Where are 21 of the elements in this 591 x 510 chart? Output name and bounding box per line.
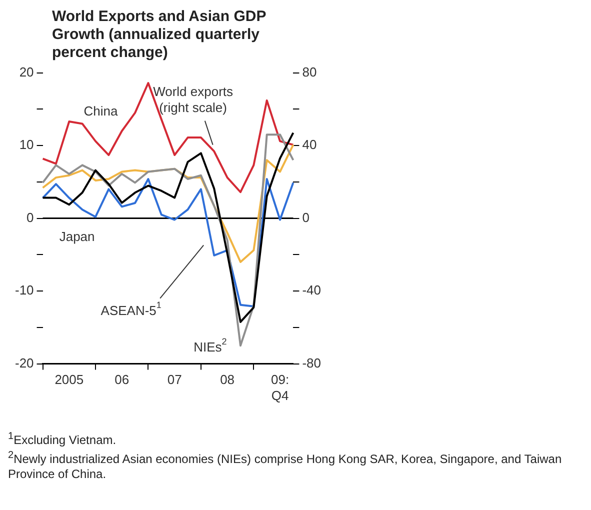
text: $^{1}$Excluding Vietnam.	[8, 430, 118, 448]
text: $^{2}$Newly industrialized Asian economies (NIEs) comprise Hong Kong SAR, Korea, Singapore, and Taiwan Province of China.	[8, 449, 563, 482]
x-tick-label: 07	[167, 372, 182, 388]
y2-tick-label: 80	[302, 64, 317, 80]
x-tick-label: 09: Q4	[270, 372, 290, 403]
y-tick-label: 10	[19, 137, 34, 152]
y2-tick-label: 40	[302, 137, 317, 152]
x-tick-label: 08	[220, 372, 235, 388]
text: World exports (right scale)	[153, 84, 234, 116]
chart-title: World Exports and Asian GDP Growth (annualized quarterly percent change)	[52, 8, 267, 62]
y2-tick-label: -40	[302, 282, 322, 298]
series-label: China	[84, 104, 119, 119]
y-tick-label: 20	[19, 64, 34, 80]
y2-tick-label: 0	[302, 210, 310, 225]
series-label: Japan	[59, 228, 95, 244]
y2-tick-label: -80	[302, 355, 322, 370]
x-tick-label: 2005	[54, 372, 84, 388]
x-tick-label: 06	[114, 372, 130, 388]
y-tick-label: -10	[14, 282, 34, 298]
y-tick-label: 0	[26, 210, 34, 225]
y-tick-label: -20	[14, 355, 34, 370]
